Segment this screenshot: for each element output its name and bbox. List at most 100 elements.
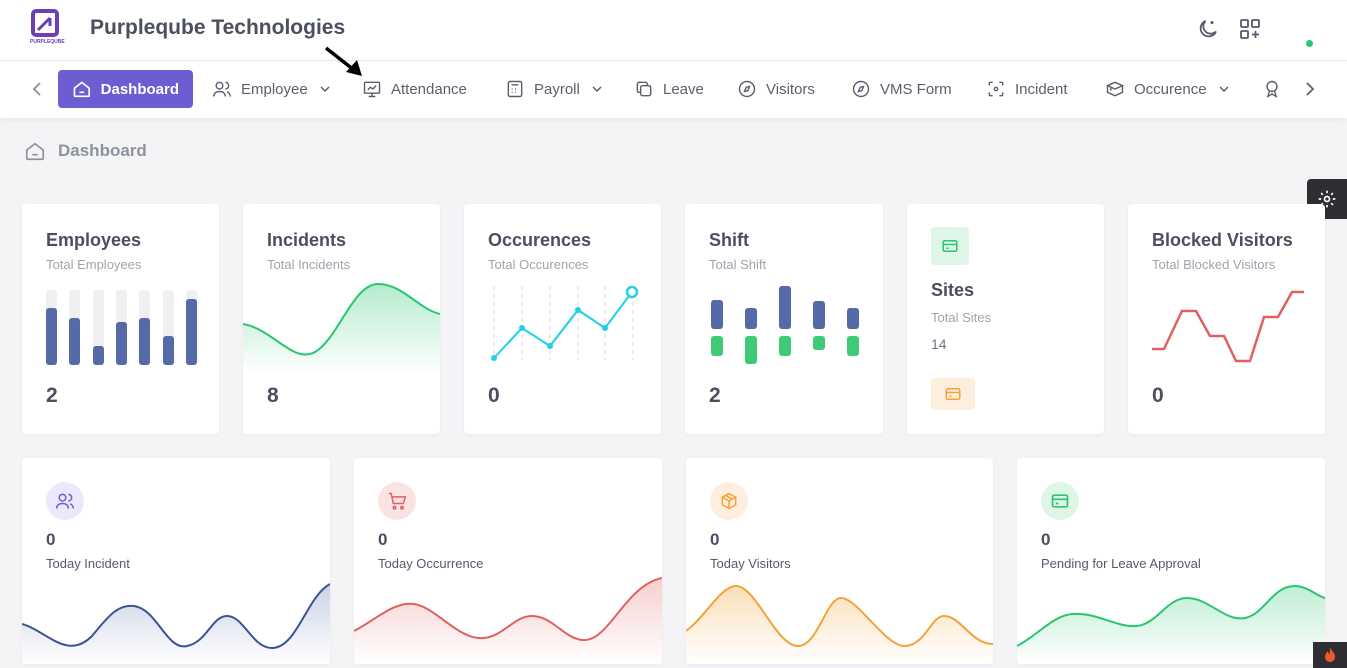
today-visitors-card[interactable]: 0 Today Visitors — [686, 458, 993, 664]
box-icon — [1105, 81, 1125, 97]
card-value: 2 — [46, 384, 58, 407]
fire-widget-button[interactable] — [1313, 642, 1347, 668]
nav-item-awards[interactable] — [1262, 70, 1282, 108]
card-subtitle: Total Occurences — [488, 257, 589, 272]
card-title: Employees — [46, 230, 142, 250]
occurences-line-chart — [491, 285, 639, 361]
employees-card[interactable]: Employees Total Employees 2 — [22, 204, 219, 434]
card-value: 0 — [1152, 384, 1164, 407]
nav-scroll-right-icon[interactable] — [1299, 79, 1319, 99]
online-status-dot — [1306, 40, 1313, 47]
card-value: 0 — [1041, 530, 1051, 549]
nav-item-occurence[interactable]: Occurence — [1105, 70, 1230, 108]
credit-card-icon — [1051, 494, 1069, 508]
breadcrumb: Dashboard — [24, 140, 147, 162]
card-icon-box — [710, 482, 748, 520]
nav-label: Employee — [241, 80, 308, 98]
credit-card-icon — [945, 388, 961, 400]
card-label: Pending for Leave Approval — [1041, 556, 1201, 571]
credit-card-icon — [942, 240, 958, 252]
company-name: Purpleqube Technologies — [90, 16, 346, 39]
card-title: Shift — [709, 230, 749, 250]
dark-mode-icon[interactable] — [1196, 17, 1220, 41]
card-subtitle: Total Shift — [709, 257, 767, 272]
flame-icon — [1325, 647, 1335, 662]
card-subtitle: Total Incidents — [267, 257, 351, 272]
nav-label: Occurence — [1134, 80, 1207, 98]
card-subtitle: Total Employees — [46, 257, 142, 272]
users-icon — [212, 81, 232, 97]
nav-scroll-left-icon[interactable] — [28, 79, 48, 99]
nav-item-vms-form[interactable]: VMS Form — [851, 70, 952, 108]
card-title: Sites — [931, 280, 975, 300]
home-icon — [73, 81, 91, 98]
card-title: Blocked Visitors — [1152, 230, 1293, 250]
card-value: 0 — [488, 384, 500, 407]
sites-action-button[interactable] — [931, 378, 975, 410]
card-icon-box — [1041, 482, 1079, 520]
card-value: 0 — [378, 530, 388, 549]
card-label: Today Visitors — [710, 556, 791, 571]
nav-label: Dashboard — [100, 80, 179, 98]
card-label: Today Occurrence — [378, 556, 484, 571]
card-subtitle: Total Blocked Visitors — [1152, 257, 1276, 272]
card-value: 0 — [46, 530, 56, 549]
nav-label: VMS Form — [880, 80, 952, 98]
copy-icon — [636, 81, 652, 97]
incidents-area-chart — [243, 282, 440, 374]
nav-item-leave[interactable]: Leave — [634, 70, 704, 108]
card-value: 2 — [709, 384, 721, 407]
card-title: Incidents — [267, 230, 347, 250]
card-value: 8 — [267, 384, 279, 407]
nav-label: Attendance — [391, 80, 467, 98]
nav-label: Visitors — [766, 80, 815, 98]
card-icon-box — [378, 482, 416, 520]
nav-label: Payroll — [534, 80, 580, 98]
nav-item-dashboard[interactable]: Dashboard — [58, 70, 193, 108]
occurences-card[interactable]: Occurences Total Occurences 0 — [464, 204, 661, 434]
compass-icon — [738, 80, 756, 98]
calculator-icon — [507, 80, 523, 98]
today-occurrence-area-chart — [354, 577, 662, 664]
chevron-down-icon — [592, 86, 602, 93]
focus-icon — [988, 81, 1004, 97]
employees-bar-chart — [46, 290, 197, 365]
card-title: Occurences — [488, 230, 592, 250]
logo-wordmark: PURPLEQUBE — [30, 39, 65, 45]
mouse-pointer-icon — [324, 46, 362, 76]
card-value: 0 — [710, 530, 720, 549]
card-icon-box — [931, 227, 969, 265]
blocked-visitors-line-chart — [1152, 290, 1304, 363]
today-incident-card[interactable]: 0 Today Incident — [22, 458, 330, 664]
top-header: PURPLEQUBE Purpleqube Technologies — [0, 0, 1347, 61]
shift-bar-chart — [711, 286, 859, 364]
card-icon-box — [46, 482, 84, 520]
sites-count: 14 — [931, 336, 947, 352]
cart-icon — [388, 492, 407, 510]
incidents-card[interactable]: Incidents Total Incidents 8 — [243, 204, 440, 434]
award-icon — [1266, 80, 1278, 99]
company-logo[interactable]: PURPLEQUBE — [28, 8, 68, 48]
nav-item-visitors[interactable]: Visitors — [737, 70, 815, 108]
nav-item-attendance[interactable]: Attendance — [362, 70, 467, 108]
chevron-down-icon — [320, 86, 330, 93]
card-subtitle: Total Sites — [931, 310, 991, 325]
blocked-visitors-card[interactable]: Blocked Visitors Total Blocked Visitors … — [1128, 204, 1325, 434]
sites-card[interactable]: Sites Total Sites 14 — [907, 204, 1104, 434]
apps-grid-icon[interactable] — [1238, 17, 1262, 41]
nav-item-employee[interactable]: Employee — [212, 70, 331, 108]
nav-item-payroll[interactable]: Payroll — [505, 70, 603, 108]
today-occurrence-card[interactable]: 0 Today Occurrence — [354, 458, 662, 664]
pending-leave-area-chart — [1017, 584, 1325, 664]
pending-leave-card[interactable]: 0 Pending for Leave Approval — [1017, 458, 1325, 664]
shift-card[interactable]: Shift Total Shift 2 — [685, 204, 883, 434]
main-nav: Dashboard Employee Attendance Payroll Le… — [0, 61, 1347, 118]
nav-label: Incident — [1015, 80, 1068, 98]
today-visitors-area-chart — [686, 584, 993, 664]
card-label: Today Incident — [46, 556, 130, 571]
nav-label: Leave — [663, 80, 704, 98]
nav-item-incident[interactable]: Incident — [986, 70, 1068, 108]
today-incident-area-chart — [22, 583, 330, 664]
home-icon — [25, 142, 45, 161]
package-icon — [721, 492, 737, 510]
